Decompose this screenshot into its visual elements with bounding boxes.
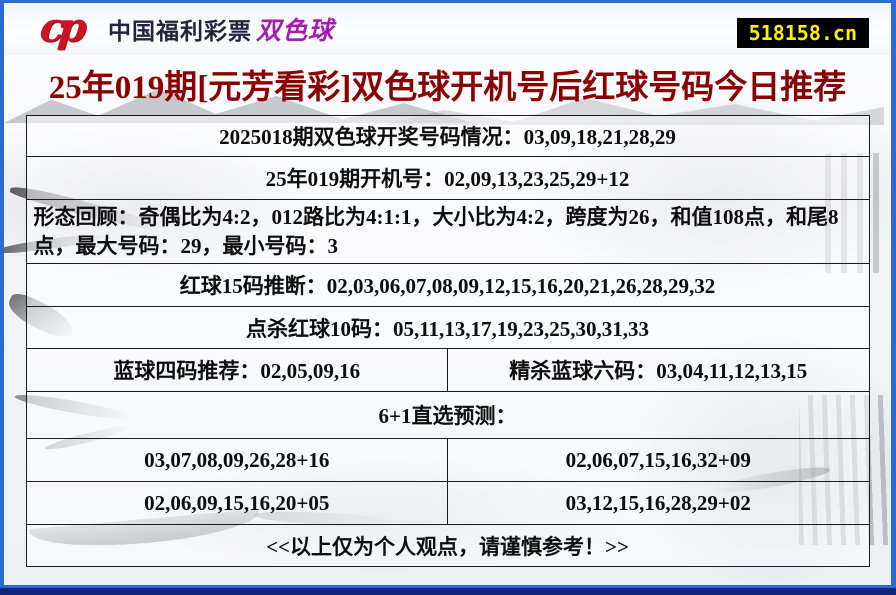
cell-prediction-2-right: 03,12,15,16,28,29+02 xyxy=(447,482,869,524)
cell-prediction-1-left: 03,07,08,09,26,28+16 xyxy=(144,447,330,472)
recommendation-table: 2025018期双色球开奖号码情况：03,09,18,21,28,29 25年0… xyxy=(25,115,870,567)
table-row-kill-red-10-codes: 点杀红球10码：05,11,13,17,19,23,25,30,31,33 xyxy=(26,307,869,349)
page-title: 25年019期[元芳看彩]双色球开机号后红球号码今日推荐 xyxy=(48,70,847,106)
table-row-red-15-codes: 红球15码推断：02,03,06,07,08,09,12,15,16,20,21… xyxy=(26,264,869,307)
brand-product-name: 双色球 xyxy=(256,17,335,45)
cell-blue-4-recommended: 蓝球四码推荐：02,05,09,16 xyxy=(113,359,361,383)
site-header: cp 中国福利彩票 双色球 518158.cn xyxy=(4,3,891,55)
table-row-draw-result: 2025018期双色球开奖号码情况：03,09,18,21,28,29 xyxy=(26,116,869,157)
site-url-badge: 518158.cn xyxy=(736,18,869,48)
table-row-direct-prediction-header: 6+1直选预测： xyxy=(26,392,869,439)
cell-prediction-1-right: 02,06,07,15,16,32+09 xyxy=(447,439,869,481)
table-row-disclaimer: <<以上仅为个人观点，请谨慎参考！>> xyxy=(266,534,629,559)
table-row-pattern-review: 形态回顾：奇偶比为4:2，012路比为4:1:1，大小比为4:2，跨度为26，和… xyxy=(26,200,869,264)
china-welfare-lottery-logo-icon: cp xyxy=(37,4,83,51)
cell-prediction-2-left: 02,06,09,15,16,20+05 xyxy=(144,490,330,515)
cell-kill-blue-6: 精杀蓝球六码：03,04,11,12,13,15 xyxy=(447,349,869,391)
table-row-blue-codes: 蓝球四码推荐：02,05,09,16 精杀蓝球六码：03,04,11,12,13… xyxy=(26,349,869,392)
table-row-machine-number: 25年019期开机号：02,09,13,23,25,29+12 xyxy=(26,157,869,200)
table-row-prediction-2: 02,06,09,15,16,20+05 03,12,15,16,28,29+0… xyxy=(26,482,869,525)
table-row-prediction-1: 03,07,08,09,26,28+16 02,06,07,15,16,32+0… xyxy=(26,439,869,482)
brand-name: 中国福利彩票 xyxy=(108,18,252,44)
